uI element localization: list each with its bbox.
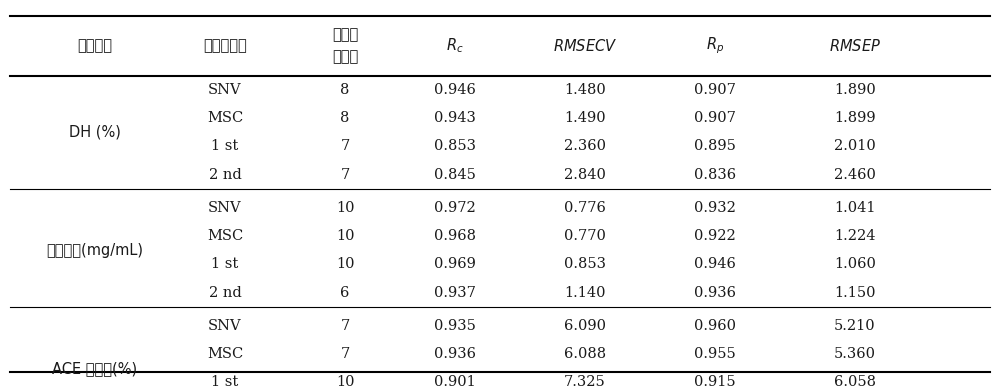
Text: 5.360: 5.360	[834, 347, 876, 361]
Text: 1.224: 1.224	[834, 229, 876, 243]
Text: SNV: SNV	[208, 319, 242, 333]
Text: 1.150: 1.150	[834, 286, 876, 300]
Text: 1.140: 1.140	[564, 286, 606, 300]
Text: 1 st: 1 st	[211, 257, 239, 272]
Text: ACE 抑制率(%): ACE 抑制率(%)	[52, 361, 138, 376]
Text: 10: 10	[336, 201, 354, 215]
Text: 监测指标: 监测指标	[78, 38, 112, 53]
Text: $R_c$: $R_c$	[446, 36, 464, 55]
Text: 7: 7	[340, 319, 350, 333]
Text: 2 nd: 2 nd	[209, 286, 241, 300]
Text: MSC: MSC	[207, 347, 243, 361]
Text: 7.325: 7.325	[564, 375, 606, 388]
Text: $R_p$: $R_p$	[706, 35, 724, 56]
Text: 2.360: 2.360	[564, 139, 606, 154]
Text: 因子数: 因子数	[332, 49, 358, 64]
Text: 10: 10	[336, 229, 354, 243]
Text: 0.932: 0.932	[694, 201, 736, 215]
Text: 1 st: 1 st	[211, 375, 239, 388]
Text: 预处理方法: 预处理方法	[203, 38, 247, 53]
Text: 0.922: 0.922	[694, 229, 736, 243]
Text: 10: 10	[336, 375, 354, 388]
Text: 0.936: 0.936	[694, 286, 736, 300]
Text: 8: 8	[340, 111, 350, 125]
Text: 0.901: 0.901	[434, 375, 476, 388]
Text: 0.946: 0.946	[434, 83, 476, 97]
Text: 0.845: 0.845	[434, 168, 476, 182]
Text: 主成分: 主成分	[332, 27, 358, 42]
Text: 10: 10	[336, 257, 354, 272]
Text: 7: 7	[340, 139, 350, 154]
Text: 1 st: 1 st	[211, 139, 239, 154]
Text: 0.937: 0.937	[434, 286, 476, 300]
Text: 0.853: 0.853	[564, 257, 606, 272]
Text: 多肽浓度(mg/mL): 多肽浓度(mg/mL)	[46, 243, 144, 258]
Text: SNV: SNV	[208, 201, 242, 215]
Text: 7: 7	[340, 347, 350, 361]
Text: 6.058: 6.058	[834, 375, 876, 388]
Text: 6.088: 6.088	[564, 347, 606, 361]
Text: 0.915: 0.915	[694, 375, 736, 388]
Text: 0.955: 0.955	[694, 347, 736, 361]
Text: 0.946: 0.946	[694, 257, 736, 272]
Text: 2.460: 2.460	[834, 168, 876, 182]
Text: 0.907: 0.907	[694, 111, 736, 125]
Text: 2.010: 2.010	[834, 139, 876, 154]
Text: 0.960: 0.960	[694, 319, 736, 333]
Text: 0.836: 0.836	[694, 168, 736, 182]
Text: 2 nd: 2 nd	[209, 168, 241, 182]
Text: $RMSEP$: $RMSEP$	[829, 38, 881, 54]
Text: 1.480: 1.480	[564, 83, 606, 97]
Text: SNV: SNV	[208, 83, 242, 97]
Text: 8: 8	[340, 83, 350, 97]
Text: 1.060: 1.060	[834, 257, 876, 272]
Text: 0.935: 0.935	[434, 319, 476, 333]
Text: 1.490: 1.490	[564, 111, 606, 125]
Text: 0.853: 0.853	[434, 139, 476, 154]
Text: 1.041: 1.041	[834, 201, 876, 215]
Text: 7: 7	[340, 168, 350, 182]
Text: 6: 6	[340, 286, 350, 300]
Text: 0.907: 0.907	[694, 83, 736, 97]
Text: 0.972: 0.972	[434, 201, 476, 215]
Text: 2.840: 2.840	[564, 168, 606, 182]
Text: 0.943: 0.943	[434, 111, 476, 125]
Text: 0.936: 0.936	[434, 347, 476, 361]
Text: 6.090: 6.090	[564, 319, 606, 333]
Text: 0.776: 0.776	[564, 201, 606, 215]
Text: $RMSECV$: $RMSECV$	[553, 38, 617, 54]
Text: 0.969: 0.969	[434, 257, 476, 272]
Text: DH (%): DH (%)	[69, 125, 121, 140]
Text: 0.968: 0.968	[434, 229, 476, 243]
Text: MSC: MSC	[207, 111, 243, 125]
Text: MSC: MSC	[207, 229, 243, 243]
Text: 5.210: 5.210	[834, 319, 876, 333]
Text: 0.895: 0.895	[694, 139, 736, 154]
Text: 1.899: 1.899	[834, 111, 876, 125]
Text: 1.890: 1.890	[834, 83, 876, 97]
Text: 0.770: 0.770	[564, 229, 606, 243]
